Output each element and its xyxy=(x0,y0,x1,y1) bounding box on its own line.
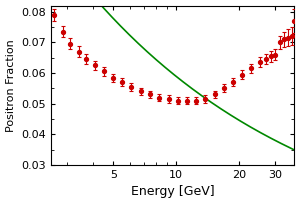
X-axis label: Energy [GeV]: Energy [GeV] xyxy=(131,185,214,198)
Y-axis label: Positron Fraction: Positron Fraction xyxy=(6,39,16,132)
